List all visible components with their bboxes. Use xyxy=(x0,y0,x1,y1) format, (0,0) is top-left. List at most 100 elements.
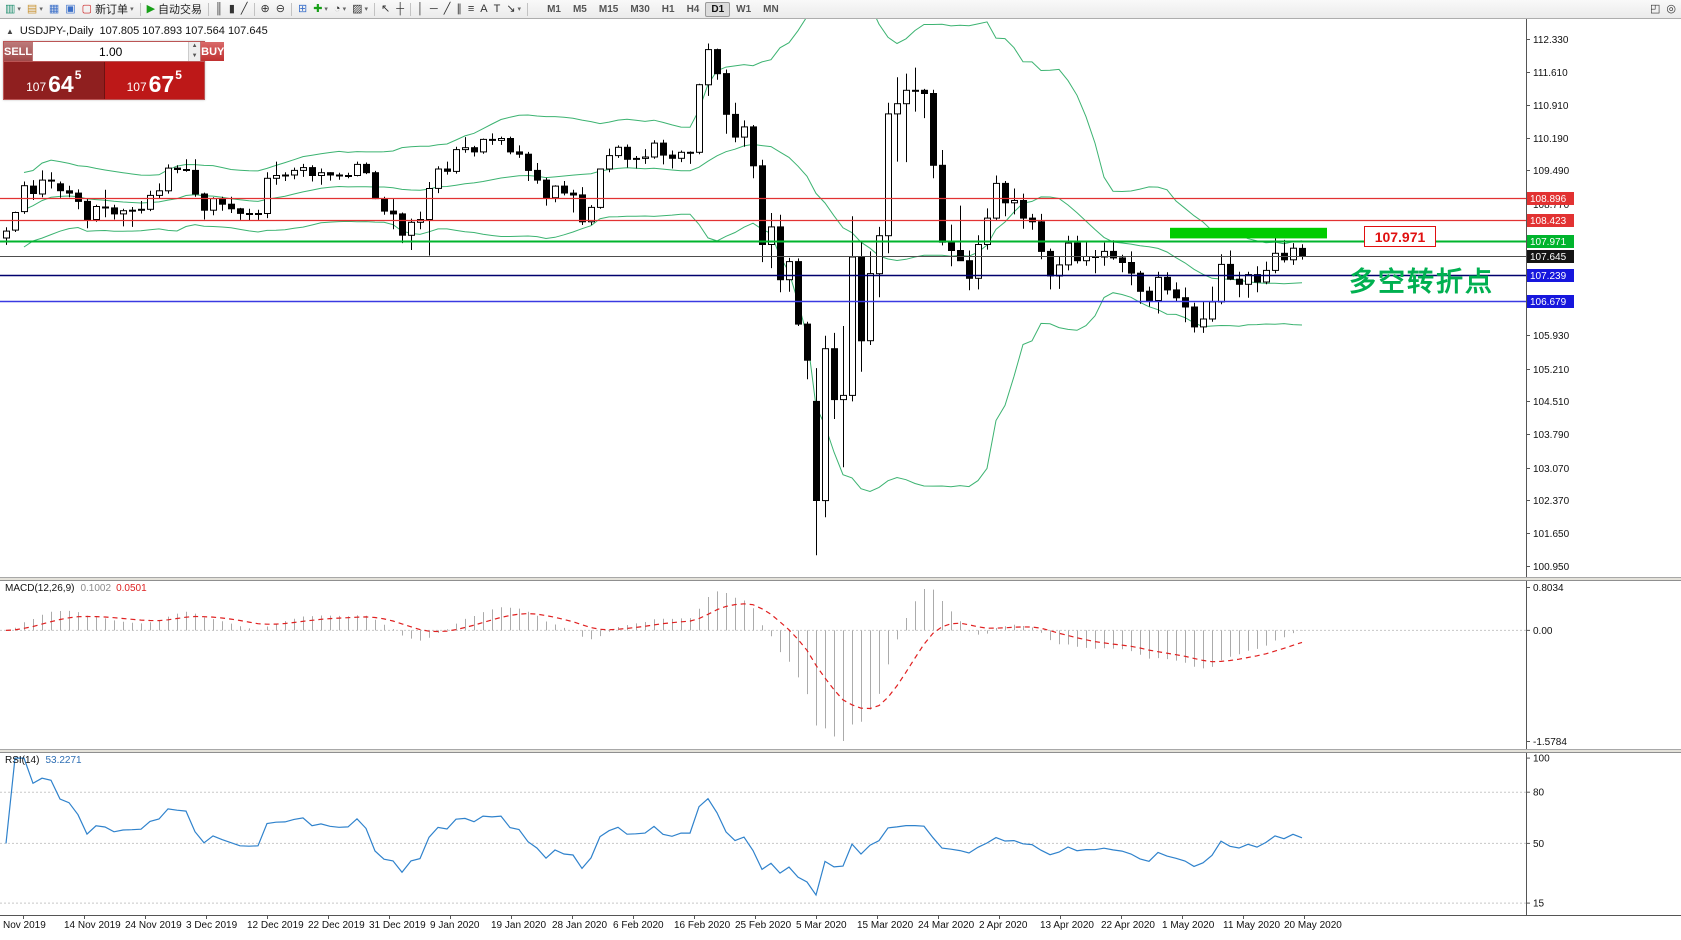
time-axis-tick xyxy=(633,916,634,919)
buy-price[interactable]: 107 67 5 xyxy=(104,62,204,99)
new-chart-button[interactable]: ▥ ▾ xyxy=(2,1,24,17)
one-click-collapse-icon[interactable]: ▲ xyxy=(6,26,14,36)
candle xyxy=(318,168,325,185)
candle-body xyxy=(750,126,757,167)
candle-body xyxy=(354,163,361,176)
rsi-axis-label: 80 xyxy=(1533,788,1545,799)
sell-price[interactable]: 107 64 5 xyxy=(4,62,105,99)
price-badge-label: 107.645 xyxy=(1530,252,1567,263)
candle xyxy=(129,207,136,227)
zoom-in-button[interactable]: ⊕ xyxy=(258,1,273,17)
autotrading-button-label: 自动交易 xyxy=(158,4,203,16)
profiles-button[interactable]: ▤ ▾ xyxy=(24,1,46,17)
price-axis-label: 108.770 xyxy=(1533,200,1570,211)
candle-body xyxy=(606,155,613,170)
annotation-text[interactable]: 多空转折点 xyxy=(1349,267,1494,297)
rsi-panel: 100 80 50 15 xyxy=(0,753,1550,915)
time-axis-label: 2 Apr 2020 xyxy=(979,920,1028,931)
line-chart-button[interactable]: ╱ xyxy=(238,1,251,17)
buy-button[interactable]: BUY xyxy=(201,42,225,61)
horizontal-line-button[interactable]: ─ xyxy=(427,1,441,17)
candlestick-chart-button[interactable]: ▮ xyxy=(226,1,238,17)
candle-body xyxy=(1038,221,1045,252)
candle-body xyxy=(858,256,865,342)
candle-body xyxy=(66,190,73,194)
symbol-name: USDJPY-,Daily xyxy=(19,25,94,37)
timeframe-button-w1[interactable]: W1 xyxy=(736,3,752,15)
trendline-button[interactable]: ╱ xyxy=(441,1,454,17)
autotrading-button[interactable]: ▶ 自动交易 xyxy=(144,1,205,17)
bollinger-middle-band xyxy=(23,143,1303,285)
candle-body xyxy=(840,394,847,401)
volume-decrease-button[interactable]: ▼ xyxy=(189,51,201,61)
candle-body xyxy=(84,200,91,220)
candle xyxy=(867,251,874,345)
time-axis-tick xyxy=(1121,916,1122,919)
timeframe-button-m30[interactable]: M30 xyxy=(630,3,650,15)
timeframe-button-d1[interactable]: D1 xyxy=(705,1,731,17)
new-order-button[interactable]: ▢ 新订单 ▾ xyxy=(79,1,137,17)
time-axis-tick xyxy=(145,916,146,919)
candle xyxy=(822,335,829,518)
candle-body xyxy=(1200,318,1207,328)
equidistant-channel-button[interactable]: ∥ xyxy=(453,1,465,17)
candle xyxy=(1137,270,1144,304)
timeframe-button-mn[interactable]: MN xyxy=(763,3,779,15)
timeframe-button-m1[interactable]: M1 xyxy=(547,3,561,15)
crosshair-button[interactable]: ┼ xyxy=(393,1,407,17)
candle-body xyxy=(165,167,172,192)
zoom-out-icon: ⊖ xyxy=(275,2,285,15)
sell-button[interactable]: SELL xyxy=(4,42,33,61)
fibonacci-button[interactable]: ≡ xyxy=(465,1,477,17)
candle-body xyxy=(1182,297,1189,308)
candle-body xyxy=(471,147,478,153)
search-button[interactable]: ◎ xyxy=(1663,1,1679,17)
cursor-button[interactable]: ↖ xyxy=(378,1,393,17)
volume-spinner: ▲ ▼ xyxy=(188,42,201,61)
text-label-button[interactable]: T xyxy=(491,1,504,17)
candle xyxy=(543,177,550,206)
periods-button[interactable]: ◔ ▾ xyxy=(331,1,349,17)
price-axis-label: 103.070 xyxy=(1533,464,1570,475)
panel-divider-macd[interactable] xyxy=(0,577,1681,581)
price-level-label[interactable]: 107.971 xyxy=(1364,226,1436,247)
candle-body xyxy=(291,169,298,176)
text-button[interactable]: A xyxy=(477,1,490,17)
market-watch-button[interactable]: ▦ xyxy=(46,1,62,17)
periods-icon: ◔ xyxy=(333,2,341,15)
timeframe-button-m15[interactable]: M15 xyxy=(598,3,619,15)
zoom-out-button[interactable]: ⊖ xyxy=(273,1,288,17)
arrows-button[interactable]: ↘ ▾ xyxy=(503,1,524,17)
candle-body xyxy=(687,151,694,154)
chart-profile-button[interactable]: ◰ xyxy=(1647,1,1663,17)
new-order-button-label: 新订单 xyxy=(95,4,129,16)
tile-windows-button[interactable]: ⊞ xyxy=(295,1,310,17)
candle-body xyxy=(498,138,505,141)
templates-button[interactable]: ▨ ▾ xyxy=(349,1,371,17)
bar-chart-button[interactable]: ║ xyxy=(212,1,226,17)
volume-increase-button[interactable]: ▲ xyxy=(189,42,201,52)
panel-divider-rsi[interactable] xyxy=(0,749,1681,753)
candle xyxy=(516,145,523,158)
data-window-button[interactable]: ▣ xyxy=(62,1,78,17)
volume-input[interactable] xyxy=(33,42,189,61)
macd-axis-label: 0.00 xyxy=(1533,626,1553,637)
candle-body xyxy=(282,174,289,177)
candle xyxy=(1092,250,1099,274)
candle xyxy=(759,159,766,263)
price-axis-label: 109.490 xyxy=(1533,166,1570,177)
candle-body xyxy=(516,151,523,155)
timeframe-button-m5[interactable]: M5 xyxy=(572,3,587,15)
text-icon: A xyxy=(480,2,488,15)
vertical-line-button[interactable]: │ xyxy=(414,1,427,17)
main-toolbar: ▥ ▾ ▤ ▾ ▦ ▣ ▢ 新订单 ▾ ▶ 自动交易 ║ ▮ ╱ ⊕ ⊖ ⊞ ✚ ▾ ◔ ▾ ▨ ▾ ↖ ┼ │ ─ ╱ ∥ ≡ A T ↘ ▾ M… xyxy=(0,0,1681,19)
price-axis-label: 101.650 xyxy=(1533,529,1570,540)
highlight-rectangle[interactable] xyxy=(1170,227,1327,239)
timeframe-button-h4[interactable]: H4 xyxy=(686,3,700,15)
candle-body xyxy=(804,323,811,361)
indicators-button[interactable]: ✚ ▾ xyxy=(310,1,331,17)
timeframe-button-h1[interactable]: H1 xyxy=(661,3,675,15)
macd-signal-value: 0.0501 xyxy=(116,583,147,594)
candle xyxy=(534,163,541,184)
candle-body xyxy=(1236,278,1243,285)
